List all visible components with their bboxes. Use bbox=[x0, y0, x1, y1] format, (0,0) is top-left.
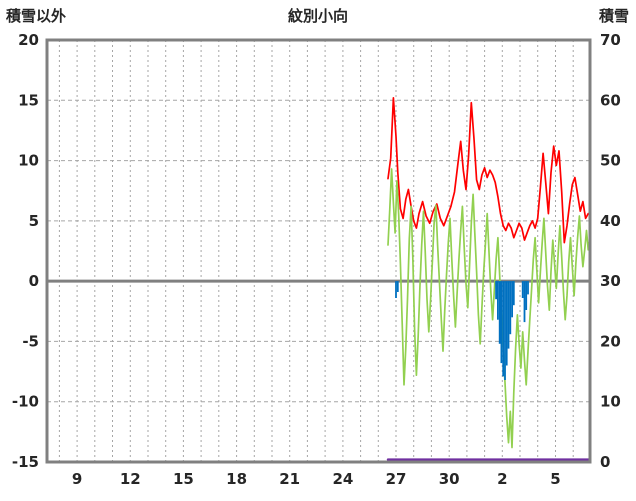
svg-text:24: 24 bbox=[332, 470, 353, 488]
svg-text:2: 2 bbox=[497, 470, 507, 488]
svg-text:12: 12 bbox=[120, 470, 141, 488]
svg-text:9: 9 bbox=[72, 470, 82, 488]
svg-text:20: 20 bbox=[600, 332, 621, 350]
svg-text:0: 0 bbox=[600, 453, 610, 471]
gridlines bbox=[47, 40, 590, 462]
svg-text:18: 18 bbox=[226, 470, 247, 488]
svg-text:5: 5 bbox=[550, 470, 560, 488]
svg-text:-15: -15 bbox=[12, 453, 39, 471]
svg-text:21: 21 bbox=[279, 470, 300, 488]
svg-text:27: 27 bbox=[386, 470, 407, 488]
svg-text:20: 20 bbox=[18, 31, 39, 49]
svg-text:-10: -10 bbox=[12, 393, 39, 411]
svg-text:5: 5 bbox=[29, 212, 39, 230]
right-axis-tick-labels: 70 60 50 40 30 20 10 0 bbox=[600, 31, 621, 471]
svg-text:10: 10 bbox=[600, 393, 621, 411]
svg-text:70: 70 bbox=[600, 31, 621, 49]
svg-text:0: 0 bbox=[29, 272, 39, 290]
svg-text:30: 30 bbox=[600, 272, 621, 290]
svg-text:60: 60 bbox=[600, 91, 621, 109]
svg-text:10: 10 bbox=[18, 152, 39, 170]
svg-text:30: 30 bbox=[439, 470, 460, 488]
left-axis-tick-labels: 20 15 10 5 0 -5 -10 -15 bbox=[12, 31, 39, 471]
plot-frame bbox=[45, 38, 592, 464]
left-axis-title: 積雪以外 bbox=[6, 7, 67, 25]
temperature-red-line bbox=[387, 97, 590, 244]
blue-bars bbox=[395, 281, 529, 380]
svg-text:-5: -5 bbox=[22, 332, 39, 350]
svg-text:40: 40 bbox=[600, 212, 621, 230]
right-axis-title: 積雪 bbox=[598, 7, 629, 25]
svg-text:50: 50 bbox=[600, 152, 621, 170]
series bbox=[386, 97, 591, 461]
svg-text:15: 15 bbox=[173, 470, 194, 488]
svg-text:15: 15 bbox=[18, 91, 39, 109]
green-line bbox=[387, 168, 590, 449]
x-axis-tick-labels: 9 12 15 18 21 24 27 30 2 5 bbox=[72, 470, 561, 488]
chart-title: 紋別小向 bbox=[287, 7, 348, 25]
